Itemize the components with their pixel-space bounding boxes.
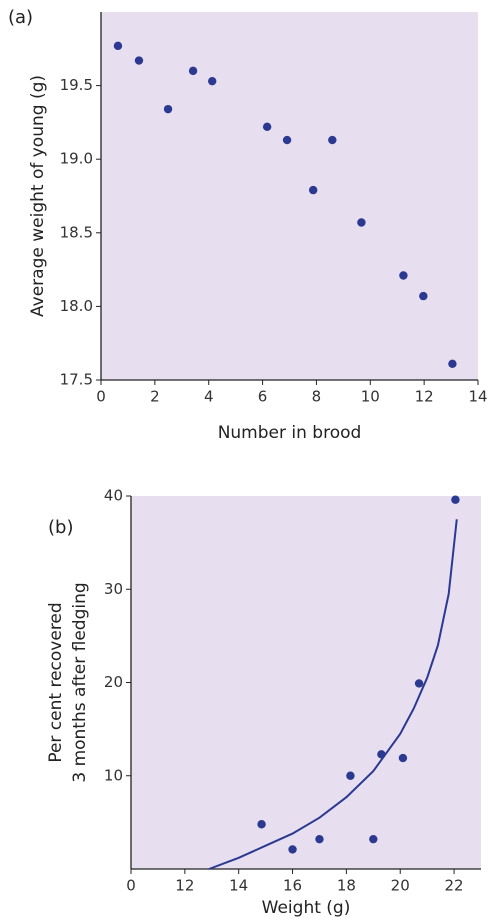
x-tick-label: 14 — [229, 877, 248, 895]
y-tick-label: 19.5 — [60, 76, 93, 94]
data-point — [346, 771, 355, 780]
data-point — [328, 135, 337, 145]
y-tick-label: 17.5 — [60, 371, 93, 389]
data-point — [113, 41, 123, 51]
y-tick-label: 20 — [104, 673, 123, 691]
y-axis-label: Per cent recovered — [46, 602, 66, 762]
data-point — [448, 359, 457, 369]
x-tick-label: 6 — [258, 388, 268, 406]
x-tick-label: 0 — [96, 388, 106, 406]
data-point — [282, 135, 292, 145]
data-point — [257, 820, 266, 829]
data-point — [419, 291, 428, 301]
x-tick-label: 14 — [468, 388, 487, 406]
panel-label: (a) — [8, 7, 33, 28]
x-tick-label: 10 — [361, 388, 380, 406]
y-tick-label: 18.5 — [60, 223, 93, 241]
panel-label: (b) — [48, 517, 73, 538]
data-point — [163, 104, 173, 114]
data-point — [188, 66, 198, 76]
x-tick-label: 18 — [337, 877, 356, 895]
y-tick-label: 19.0 — [60, 150, 93, 168]
x-tick-label: 8 — [312, 388, 322, 406]
y-axis-label: Average weight of young (g) — [28, 75, 48, 317]
x-tick-label: 20 — [391, 877, 410, 895]
data-point — [377, 750, 386, 759]
data-point — [369, 834, 378, 844]
plot-area — [131, 496, 481, 869]
x-tick-label: 2 — [150, 388, 160, 406]
x-tick-label: 22 — [445, 877, 464, 895]
data-point — [288, 845, 297, 854]
x-tick-label: 12 — [175, 877, 194, 895]
y-tick-label: 30 — [104, 580, 123, 598]
y-axis-label: 3 months after fledging — [70, 582, 90, 782]
data-point — [451, 495, 460, 504]
y-tick-label: 10 — [104, 766, 123, 784]
data-point — [398, 753, 408, 763]
y-tick-label: 18.0 — [60, 297, 93, 315]
x-tick-label: 16 — [283, 877, 302, 895]
fitted-curve — [208, 519, 458, 870]
x-axis-label: Weight (g) — [262, 898, 351, 918]
data-point — [262, 122, 272, 132]
y-tick-label: 40 — [104, 487, 123, 505]
x-tick-label: 12 — [415, 388, 434, 406]
data-point — [414, 679, 424, 688]
x-tick-label: 0 — [126, 877, 136, 895]
data-point — [308, 185, 318, 195]
data-point — [134, 56, 144, 65]
data-point — [399, 271, 408, 280]
x-axis-label: Number in brood — [218, 423, 362, 443]
data-point — [315, 834, 324, 844]
data-point — [357, 218, 366, 227]
data-point — [208, 76, 217, 86]
plot-area — [101, 12, 478, 380]
x-tick-label: 4 — [204, 388, 214, 406]
